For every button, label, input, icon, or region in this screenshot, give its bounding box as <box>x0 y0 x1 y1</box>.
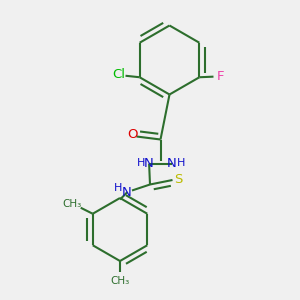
Text: O: O <box>127 128 137 142</box>
Text: F: F <box>216 70 224 83</box>
Text: N: N <box>122 186 132 199</box>
Text: H: H <box>177 158 185 169</box>
Text: N: N <box>144 157 154 170</box>
Text: H: H <box>114 183 122 194</box>
Text: Cl: Cl <box>112 68 125 81</box>
Text: CH₃: CH₃ <box>110 275 130 286</box>
Text: N: N <box>167 157 177 170</box>
Text: H: H <box>136 158 145 168</box>
Text: CH₃: CH₃ <box>63 199 82 209</box>
Text: S: S <box>174 172 183 186</box>
